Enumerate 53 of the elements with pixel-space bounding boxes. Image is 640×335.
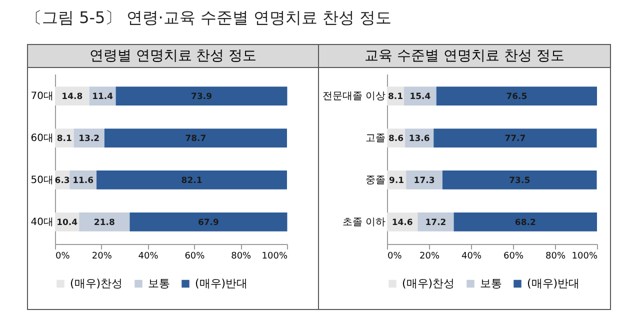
x-tick-label: 100% (262, 252, 288, 262)
x-tick-label: 60% (503, 252, 524, 262)
y-tick-label: 고졸 (366, 133, 386, 144)
x-tick-label: 20% (419, 252, 440, 262)
legend-label: 보통 (148, 276, 170, 290)
data-label: 14.8 (62, 92, 83, 102)
y-tick-label: 전문대졸 이상 (322, 91, 386, 102)
y-tick-label: 40대 (30, 216, 54, 228)
x-tick-label: 0% (388, 252, 402, 262)
data-label: 73.9 (191, 92, 212, 102)
data-label: 14.6 (392, 218, 413, 228)
data-label: 13.6 (408, 134, 430, 144)
data-label: 17.2 (425, 218, 446, 228)
x-tick-label: 40% (461, 252, 482, 262)
data-label: 8.1 (388, 92, 404, 102)
x-tick-label: 80% (545, 252, 566, 262)
legend-label: (매우)반대 (195, 276, 248, 290)
x-tick-label: 60% (184, 252, 206, 262)
x-tick-label: 20% (92, 252, 112, 262)
data-label: 67.9 (198, 218, 220, 228)
data-label: 21.8 (94, 218, 115, 228)
data-label: 8.1 (56, 134, 72, 144)
legend-label: (매우)반대 (527, 276, 580, 290)
data-label: 77.7 (504, 134, 526, 144)
data-label: 82.1 (181, 176, 202, 186)
data-label: 8.6 (388, 134, 404, 144)
x-tick-label: 80% (231, 252, 252, 262)
data-label: 76.5 (506, 92, 528, 102)
y-tick-label: 70대 (30, 91, 54, 102)
y-tick-label: 50대 (30, 174, 54, 186)
data-label: 6.3 (54, 176, 70, 186)
y-tick-label: 초졸 이하 (342, 216, 386, 228)
y-tick-label: 중졸 (366, 174, 386, 186)
data-label: 11.6 (72, 176, 94, 186)
x-tick-label: 100% (572, 252, 598, 262)
data-label: 17.3 (414, 176, 435, 186)
data-label: 13.2 (78, 134, 100, 144)
text: 〔그림 5-5〕 연령·교육 수준별 연명치료 찬성 정도 (26, 8, 392, 29)
x-tick-label: 0% (56, 252, 70, 262)
y-tick-label: 60대 (30, 133, 54, 144)
data-label: 78.7 (185, 134, 206, 144)
chart-title: 교육 수준별 연명치료 찬성 정도 (319, 45, 610, 68)
legend-label: (매우)찬성 (70, 276, 123, 290)
data-label: 11.4 (92, 92, 114, 102)
data-label: 15.4 (410, 92, 431, 102)
legend-label: (매우)찬성 (402, 276, 455, 290)
data-label: 73.5 (509, 176, 530, 186)
data-label: 9.1 (389, 176, 404, 186)
data-label: 68.2 (514, 218, 536, 228)
data-label: 10.4 (56, 218, 78, 228)
chart-title: 연령별 연명치료 찬성 정도 (28, 45, 318, 68)
legend-label: 보통 (480, 276, 502, 290)
x-tick-label: 40% (138, 252, 159, 262)
